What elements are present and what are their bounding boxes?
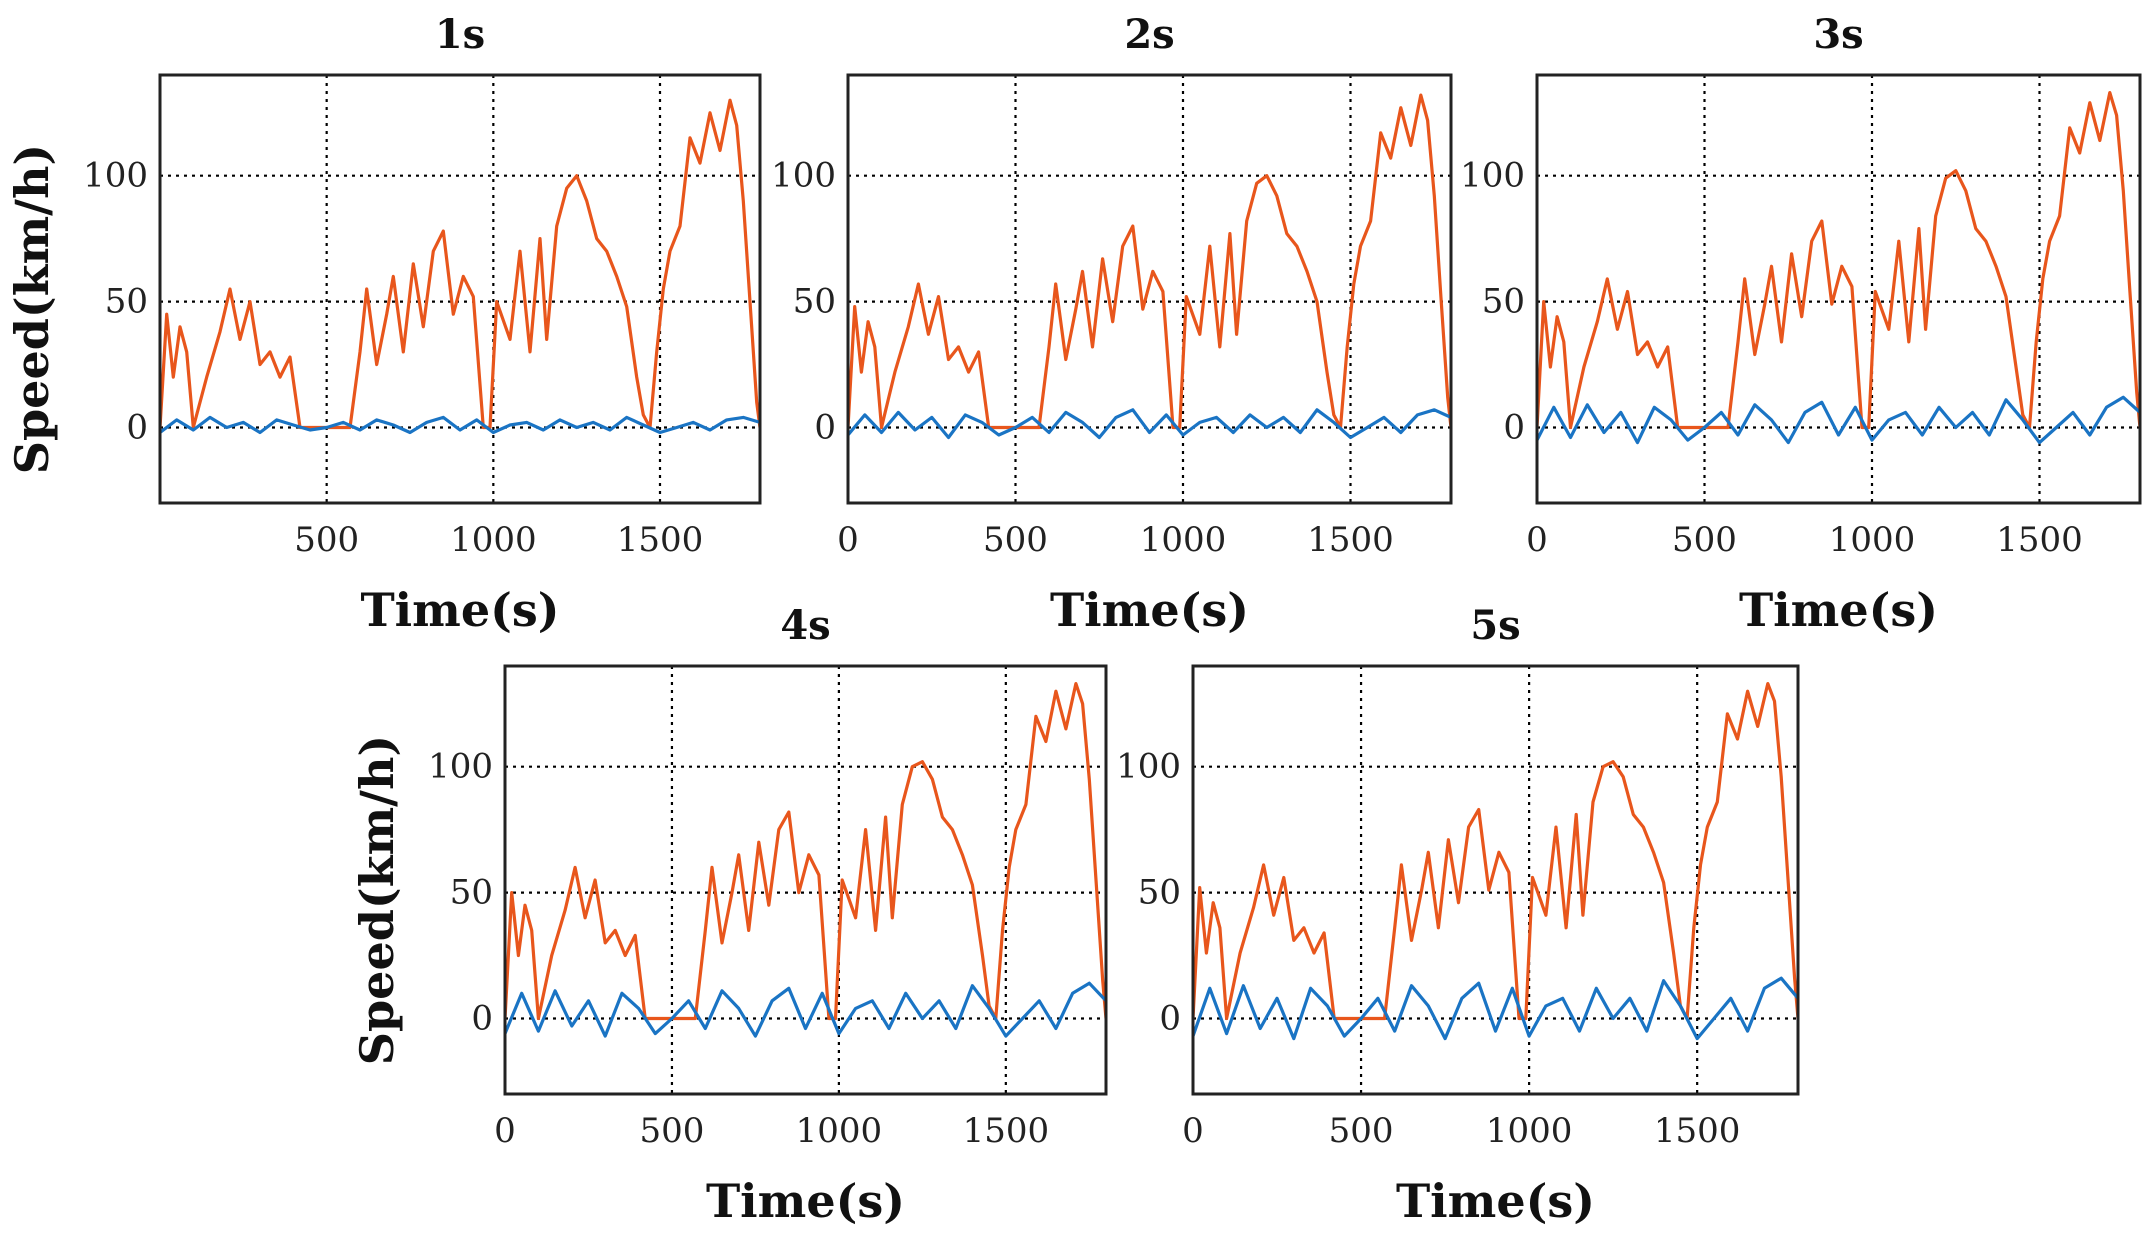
- x-tick-label: 0: [1526, 520, 1548, 560]
- series-line-2: [1537, 395, 2140, 445]
- panel-title: 1s: [435, 11, 485, 58]
- x-tick-label: 1500: [1996, 520, 2083, 560]
- series-line-1: [505, 681, 1106, 1021]
- y-axis-label: Speed(km/h): [5, 144, 59, 474]
- y-tick-label: 50: [450, 873, 493, 913]
- x-tick-label: 1000: [1140, 520, 1227, 560]
- y-tick-label: 0: [126, 407, 148, 447]
- panel-5s: 0 500 1000 1500 0 50 100 5s Time(s): [1116, 602, 1800, 1228]
- series-line-2: [160, 415, 760, 435]
- panel-title: 3s: [1813, 11, 1863, 58]
- series-line-1: [1537, 90, 2140, 430]
- y-tick-label: 50: [105, 282, 148, 322]
- series-line-1: [1193, 681, 1798, 1021]
- y-tick-label: 100: [83, 156, 148, 196]
- panel-title: 4s: [780, 602, 830, 649]
- x-tick-label: 0: [837, 520, 859, 560]
- y-tick-label: 0: [814, 407, 836, 447]
- plot-frame: [846, 73, 1453, 505]
- x-tick-label: 500: [983, 520, 1048, 560]
- plot-frame: [1191, 664, 1800, 1096]
- y-tick-label: 50: [1482, 282, 1525, 322]
- x-tick-label: 1500: [963, 1111, 1050, 1151]
- plot-frame: [1535, 73, 2142, 505]
- x-tick-label: 1500: [1307, 520, 1394, 560]
- x-tick-label: 1500: [617, 520, 704, 560]
- plot-frame: [503, 664, 1108, 1096]
- x-tick-label: 1000: [1829, 520, 1916, 560]
- y-tick-label: 50: [793, 282, 836, 322]
- x-axis-label: Time(s): [706, 1174, 905, 1228]
- x-axis-label: Time(s): [1739, 583, 1938, 637]
- x-axis-label: Time(s): [1050, 583, 1249, 637]
- x-tick-label: 1000: [796, 1111, 883, 1151]
- series-line-2: [848, 408, 1451, 440]
- x-tick-label: 500: [1672, 520, 1737, 560]
- y-tick-label: 0: [471, 998, 493, 1038]
- y-tick-label: 0: [1503, 407, 1525, 447]
- panel-title: 5s: [1470, 602, 1520, 649]
- x-axis-label: Time(s): [360, 583, 559, 637]
- y-tick-label: 100: [771, 156, 836, 196]
- x-tick-label: 500: [639, 1111, 704, 1151]
- series-line-2: [505, 981, 1106, 1038]
- x-axis-label: Time(s): [1396, 1174, 1595, 1228]
- series-line-1: [160, 98, 760, 430]
- x-tick-label: 1000: [1486, 1111, 1573, 1151]
- x-tick-label: 1500: [1654, 1111, 1741, 1151]
- panel-2s: 0 500 1000 1500 0 50 100 2s Time(s): [771, 11, 1453, 637]
- plot-frame: [158, 73, 762, 505]
- y-axis-label: Speed(km/h): [350, 735, 404, 1065]
- panel-title: 2s: [1124, 11, 1174, 58]
- y-tick-label: 100: [1460, 156, 1525, 196]
- x-tick-label: 0: [494, 1111, 516, 1151]
- x-tick-label: 500: [1329, 1111, 1394, 1151]
- panel-1s: 500 1000 1500 0 50 100 1s Time(s) Speed(km/h): [5, 11, 762, 637]
- x-tick-label: 0: [1182, 1111, 1204, 1151]
- y-tick-label: 100: [1116, 747, 1181, 787]
- y-tick-label: 0: [1159, 998, 1181, 1038]
- panel-3s: 0 500 1000 1500 0 50 100 3s Time(s): [1460, 11, 2142, 637]
- y-tick-label: 100: [428, 747, 493, 787]
- x-tick-label: 1000: [450, 520, 537, 560]
- panel-4s: 0 500 1000 1500 0 50 100 4s Time(s) Speed(km/h): [350, 602, 1108, 1228]
- y-tick-label: 50: [1138, 873, 1181, 913]
- x-tick-label: 500: [294, 520, 359, 560]
- series-line-2: [1193, 976, 1798, 1041]
- series-line-1: [848, 93, 1451, 430]
